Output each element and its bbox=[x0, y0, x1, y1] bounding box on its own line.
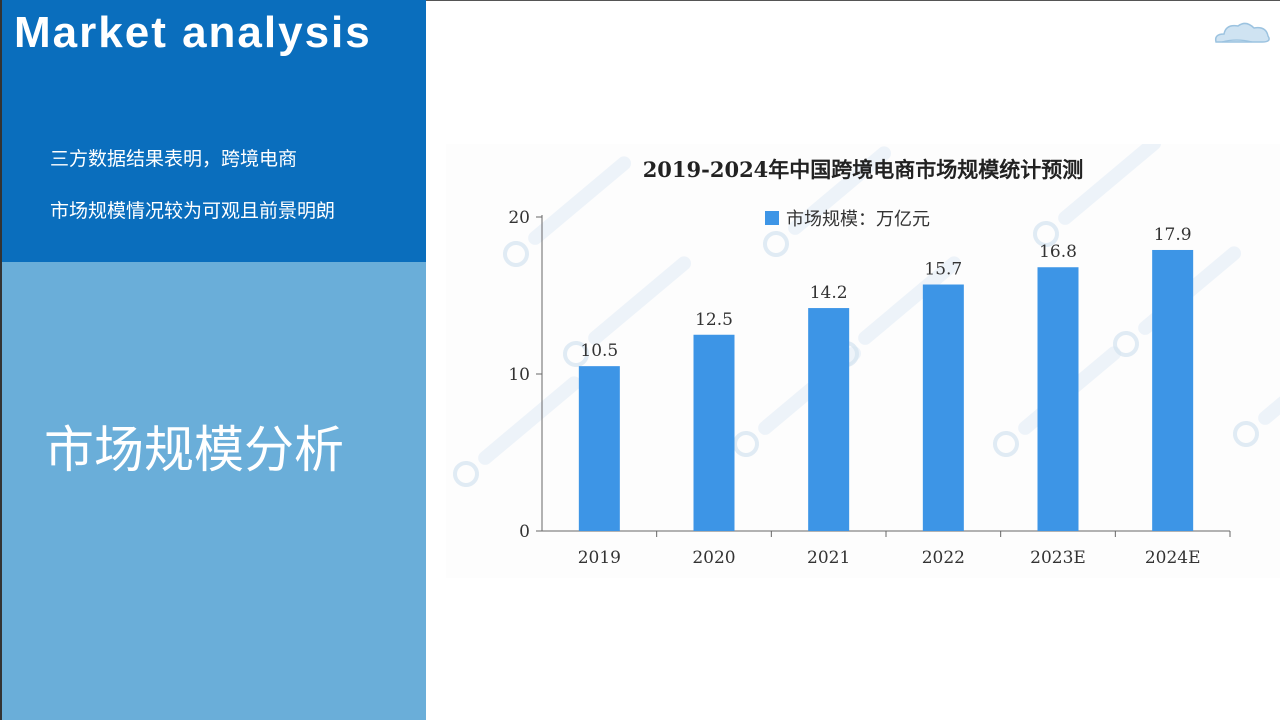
data-label: 17.9 bbox=[1154, 225, 1192, 245]
left-edge-line bbox=[0, 0, 2, 720]
bars-group: 10.5 12.5 14.2 15.7 16.8 17.9 bbox=[578, 225, 1194, 531]
watermark-mark bbox=[763, 146, 892, 257]
legend-swatch bbox=[765, 211, 779, 225]
bar bbox=[808, 308, 850, 531]
top-border-line bbox=[426, 0, 1280, 1]
data-label: 16.8 bbox=[1039, 242, 1077, 262]
bar bbox=[578, 366, 620, 531]
header-panel: Market analysis 三方数据结果表明，跨境电商 市场规模情况较为可观… bbox=[2, 0, 426, 262]
watermark-mark bbox=[563, 256, 692, 367]
watermark-mark bbox=[453, 376, 582, 487]
watermark-mark bbox=[503, 156, 632, 267]
data-label: 12.5 bbox=[695, 310, 733, 330]
x-tick-label: 2022 bbox=[922, 548, 965, 568]
x-tick-label: 2020 bbox=[692, 548, 735, 568]
y-tick-label: 20 bbox=[508, 208, 530, 228]
chinese-title: 市场规模分析 bbox=[44, 421, 344, 479]
bar-chart: 2019-2024年中国跨境电商市场规模统计预测 市场规模：万亿元 010202… bbox=[446, 144, 1280, 578]
description-line-2: 市场规模情况较为可观且前景明朗 bbox=[50, 200, 336, 222]
legend: 市场规模：万亿元 bbox=[765, 209, 930, 230]
data-label: 14.2 bbox=[810, 283, 848, 303]
chart-title: 2019-2024年中国跨境电商市场规模统计预测 bbox=[643, 157, 1084, 182]
data-label: 15.7 bbox=[924, 260, 962, 280]
description-line-1: 三方数据结果表明，跨境电商 bbox=[50, 148, 298, 170]
watermark-mark bbox=[1033, 144, 1162, 247]
cloud-icon bbox=[1214, 22, 1270, 43]
y-tick-label: 10 bbox=[508, 365, 530, 385]
x-tick-label: 2024E bbox=[1145, 548, 1201, 568]
bar bbox=[1037, 267, 1079, 531]
bar bbox=[693, 334, 735, 531]
english-title: Market analysis bbox=[14, 8, 372, 57]
chart-container: 2019-2024年中国跨境电商市场规模统计预测 市场规模：万亿元 0 10 20 2… bbox=[446, 144, 1280, 578]
watermark-mark bbox=[1233, 336, 1280, 447]
data-label: 10.5 bbox=[580, 341, 618, 361]
y-tick-label: 0 bbox=[519, 522, 530, 542]
bar bbox=[1152, 249, 1194, 531]
axes: 0 10 20 2019 2020 2021 2022 2023E 2024E bbox=[508, 208, 1231, 568]
x-tick-label: 2019 bbox=[578, 548, 621, 568]
x-tick-label: 2021 bbox=[807, 548, 850, 568]
x-tick-label: 2023E bbox=[1030, 548, 1086, 568]
legend-label: 市场规模：万亿元 bbox=[786, 209, 930, 230]
bar bbox=[922, 284, 964, 531]
section-panel: 市场规模分析 bbox=[2, 262, 426, 720]
